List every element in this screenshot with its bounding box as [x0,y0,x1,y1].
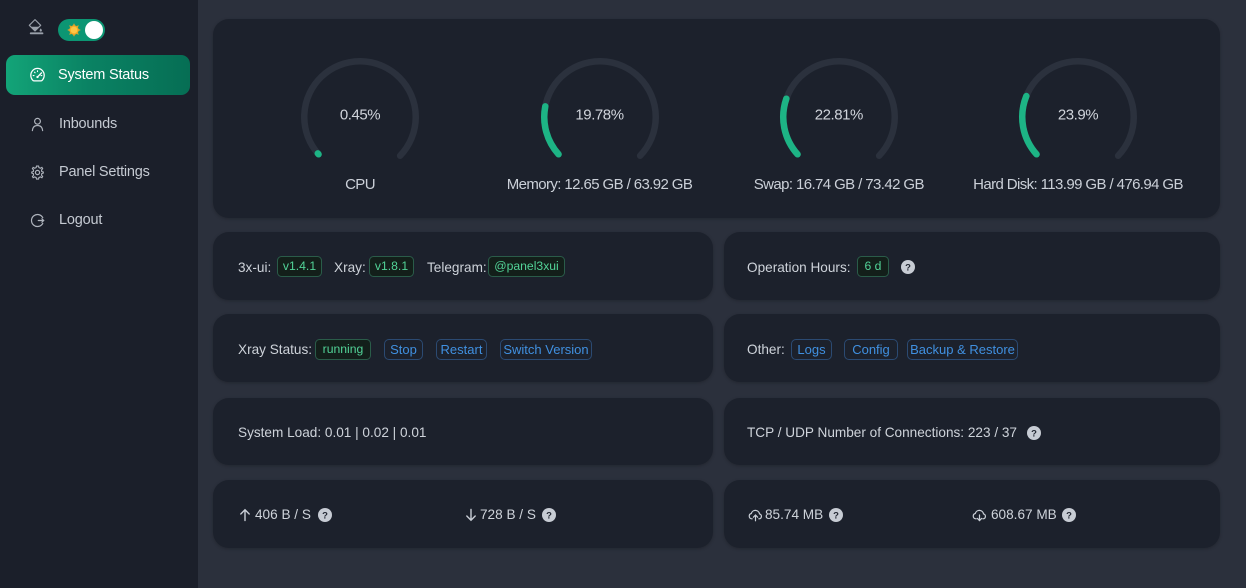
svg-text:?: ? [1066,510,1072,521]
svg-text:?: ? [905,262,911,273]
svg-text:?: ? [1031,428,1037,439]
svg-text:?: ? [322,510,328,521]
svg-text:?: ? [546,510,552,521]
svg-text:?: ? [833,510,839,521]
